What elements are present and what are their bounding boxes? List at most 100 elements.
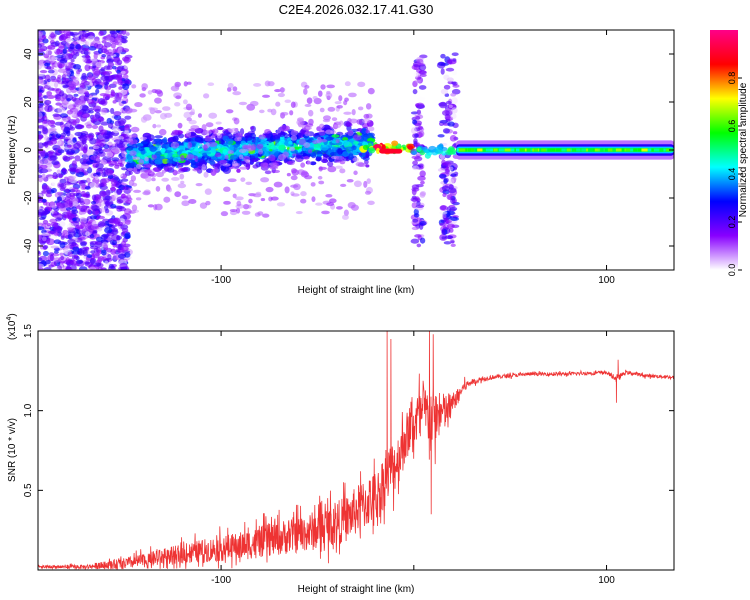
spectrogram-noise-mark (96, 215, 105, 220)
spectrogram-faint-mark (233, 117, 240, 125)
spectrogram-faint-mark (190, 108, 195, 116)
spectrogram-faint-mark (241, 210, 251, 215)
spectrogram-faint-mark (335, 206, 343, 210)
spectrogram-noise-mark (72, 246, 80, 252)
spectrogram-faint-mark (344, 97, 349, 102)
spectrogram-noise-mark (83, 193, 90, 198)
spectrogram-faint-mark (262, 162, 269, 169)
spectrogram-faint-mark (353, 180, 362, 188)
spectrogram-faint-mark (203, 144, 208, 151)
spectrogram-noise-mark (110, 32, 119, 39)
spectrogram-noise-mark (66, 144, 72, 148)
spectrogram-noise-mark (62, 84, 69, 89)
spectrogram-broadband-mark (153, 138, 163, 142)
spectrogram-burst-mark (442, 192, 447, 198)
spectrogram-noise-mark (83, 80, 90, 86)
spectrogram-broadband-mark (194, 127, 204, 134)
spectrogram-broadband-mark (213, 157, 222, 162)
spectrogram-faint-mark (308, 149, 313, 154)
spectrogram-noise-mark (71, 160, 77, 167)
spectrogram-broadband-mark (219, 138, 224, 146)
spectrogram-line-segment (550, 148, 556, 152)
spectrogram-noise-mark (62, 169, 68, 175)
spectrogram-broadband-mark (266, 144, 275, 150)
spectrogram-faint-mark (187, 141, 193, 149)
spectrogram-line-segment (547, 148, 552, 152)
spectrogram-burst-mark (451, 97, 458, 105)
spectrogram-noise-mark (38, 264, 42, 270)
spectrogram-broadband-mark (321, 158, 329, 164)
spectrogram-faint-mark (368, 126, 375, 132)
spectrogram-noise-mark (82, 57, 87, 63)
spectrogram-faint-mark (180, 155, 185, 162)
spectrogram-line-segment (487, 148, 493, 152)
spectrogram-broadband-mark (193, 148, 203, 152)
spectrogram-noise-mark (113, 96, 122, 101)
spectrogram-faint-mark (163, 196, 171, 203)
spectrogram-noise-mark (103, 81, 109, 86)
spectrogram-noise-mark (45, 259, 51, 265)
spectrogram-burst-mark (415, 204, 425, 208)
spectrogram-noise-mark (113, 139, 123, 144)
spectrogram-broadband-mark (219, 153, 226, 161)
spectrogram-noise-mark (82, 246, 90, 250)
spectrogram-noise-mark (117, 253, 127, 259)
spectrogram-noise-mark (44, 135, 49, 142)
spectrogram-faint-mark (258, 134, 266, 140)
spectrogram-faint-mark (334, 155, 339, 160)
spectrogram-burst-mark (413, 213, 420, 218)
spectrogram-burst-mark (413, 138, 418, 145)
spectrogram-noise-mark (39, 70, 48, 74)
spectrogram-faint-mark (334, 159, 342, 163)
spectrogram-faint-mark (139, 136, 148, 140)
spectrogram-noise-mark (95, 131, 100, 136)
spectrogram-faint-mark (205, 122, 214, 128)
spectrogram-faint-mark (258, 148, 263, 155)
spectrogram-line-segment (625, 148, 631, 152)
spectrogram-faint-mark (212, 133, 217, 137)
spectrogram-broadband-mark (236, 168, 241, 173)
spectrogram-broadband-mark (152, 167, 162, 172)
spectrogram-noise-mark (103, 42, 112, 48)
spectrogram-burst-mark (415, 183, 424, 188)
spectrogram-faint-mark (335, 138, 340, 144)
spectrogram-faint-mark (325, 129, 334, 135)
spectrogram-noise-mark (106, 117, 112, 124)
spectrogram-noise-mark (112, 217, 121, 225)
spectrogram-burst-mark (452, 131, 458, 135)
spectrogram-faint-mark (305, 126, 312, 130)
spectrogram-faint-mark (205, 200, 211, 206)
spectrogram-broadband-mark (205, 151, 212, 155)
spectrogram-noise-mark (66, 103, 74, 109)
spectrogram-faint-mark (318, 138, 328, 143)
spectrogram-noise-mark (124, 232, 131, 239)
spectrogram-broadband-mark (345, 121, 352, 127)
colorbar: 0.0 0.2 0.4 0.6 0.8 Normalized spectral ampl… (710, 30, 749, 276)
spectrogram-noise-mark (75, 192, 82, 199)
spectrogram-noise-mark (81, 32, 90, 38)
spectrogram-burst-mark (419, 237, 426, 244)
spectrogram-line-segment (607, 148, 613, 152)
spectrogram-burst-mark (446, 194, 453, 200)
spectrogram-noise-mark (66, 97, 72, 102)
spectrogram-y-tick-label: 20 (23, 96, 34, 108)
spectrogram-noise-mark (101, 171, 106, 178)
spectrogram-noise-mark (71, 112, 77, 118)
spectrogram-faint-mark (208, 141, 218, 147)
spectrogram-noise-mark (87, 38, 92, 46)
spectrogram-faint-mark (262, 94, 271, 98)
spectrogram-noise-mark (53, 250, 59, 254)
spectrogram-broadband-mark (149, 146, 157, 152)
spectrogram-noise-mark (58, 183, 65, 188)
spectrogram-y-label: Frequency (Hz) (7, 116, 18, 185)
spectrogram-noise-mark (112, 81, 118, 85)
spectrogram-noise-mark (84, 64, 91, 72)
spectrogram-noise-mark (63, 126, 71, 134)
spectrogram-burst-mark (450, 243, 456, 247)
spectrogram-noise-mark (80, 163, 90, 170)
spectrogram-noise-mark (57, 149, 65, 154)
spectrogram-burst-mark (443, 84, 451, 90)
spectrogram-faint-mark (290, 130, 298, 137)
spectrogram-noise-mark (38, 32, 42, 39)
spectrogram-noise-mark (53, 232, 60, 237)
